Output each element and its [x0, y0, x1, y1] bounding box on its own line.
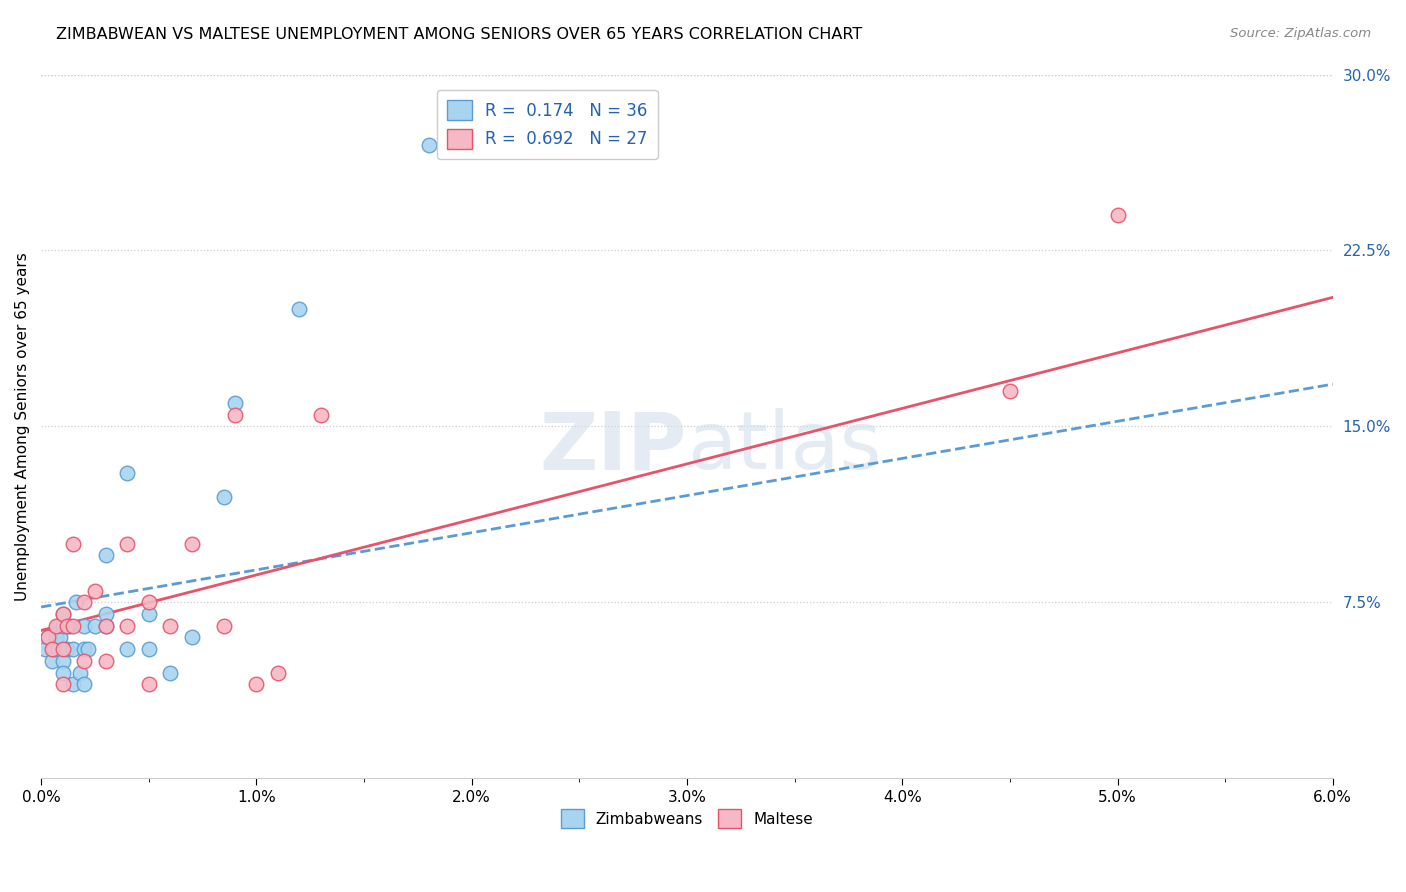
Point	[159, 619, 181, 633]
Point	[94, 654, 117, 668]
Point	[52, 607, 75, 621]
Point	[46, 642, 69, 657]
Point	[94, 549, 117, 563]
Point	[73, 642, 96, 657]
Point	[288, 302, 311, 317]
Point	[73, 677, 96, 691]
Point	[65, 595, 87, 609]
Point	[62, 619, 84, 633]
Point	[73, 595, 96, 609]
Point	[69, 665, 91, 680]
Point	[52, 642, 75, 657]
Point	[94, 619, 117, 633]
Point	[245, 677, 267, 691]
Point	[1107, 208, 1129, 222]
Point	[58, 619, 80, 633]
Point	[52, 607, 75, 621]
Point	[180, 631, 202, 645]
Point	[46, 619, 69, 633]
Point	[41, 642, 63, 657]
Point	[84, 583, 107, 598]
Point	[73, 619, 96, 633]
Point	[62, 536, 84, 550]
Point	[84, 619, 107, 633]
Point	[52, 619, 75, 633]
Point	[115, 467, 138, 481]
Point	[37, 631, 59, 645]
Point	[52, 665, 75, 680]
Point	[138, 677, 160, 691]
Point	[62, 642, 84, 657]
Point	[115, 536, 138, 550]
Point	[94, 619, 117, 633]
Point	[56, 619, 79, 633]
Point	[138, 607, 160, 621]
Point	[212, 619, 235, 633]
Text: Source: ZipAtlas.com: Source: ZipAtlas.com	[1230, 27, 1371, 40]
Point	[49, 631, 72, 645]
Point	[309, 408, 332, 422]
Point	[418, 137, 440, 152]
Point	[42, 642, 65, 657]
Point	[62, 677, 84, 691]
Point	[34, 642, 56, 657]
Point	[267, 665, 290, 680]
Point	[159, 665, 181, 680]
Point	[138, 595, 160, 609]
Point	[56, 642, 79, 657]
Point	[115, 619, 138, 633]
Text: ZIMBABWEAN VS MALTESE UNEMPLOYMENT AMONG SENIORS OVER 65 YEARS CORRELATION CHART: ZIMBABWEAN VS MALTESE UNEMPLOYMENT AMONG…	[56, 27, 862, 42]
Y-axis label: Unemployment Among Seniors over 65 years: Unemployment Among Seniors over 65 years	[15, 252, 30, 600]
Point	[41, 654, 63, 668]
Point	[45, 619, 67, 633]
Point	[77, 642, 100, 657]
Point	[138, 642, 160, 657]
Point	[115, 642, 138, 657]
Legend: Zimbabweans, Maltese: Zimbabweans, Maltese	[554, 803, 820, 834]
Point	[52, 654, 75, 668]
Text: ZIP: ZIP	[540, 409, 688, 486]
Point	[224, 396, 246, 410]
Point	[212, 490, 235, 504]
Point	[180, 536, 202, 550]
Text: atlas: atlas	[688, 409, 882, 486]
Point	[52, 677, 75, 691]
Point	[224, 408, 246, 422]
Point	[45, 631, 67, 645]
Point	[94, 607, 117, 621]
Point	[73, 654, 96, 668]
Point	[37, 631, 59, 645]
Point	[998, 384, 1021, 399]
